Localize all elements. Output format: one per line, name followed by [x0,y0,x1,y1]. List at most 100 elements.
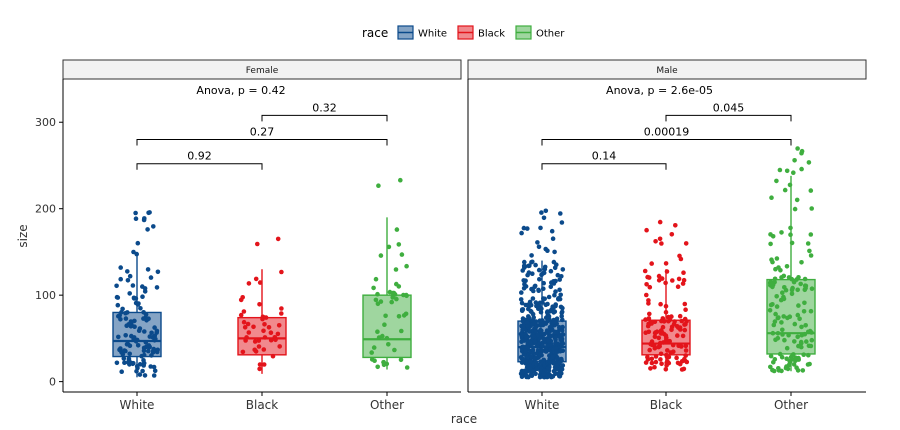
data-point [557,287,562,293]
data-point [546,294,552,300]
data-point [369,350,375,355]
data-point [151,373,157,378]
data-point [521,263,527,269]
points-black [642,219,690,372]
y-tick-label: 300 [35,116,56,129]
data-point [682,301,688,307]
data-point [783,287,789,293]
data-point [543,208,549,214]
data-point [552,265,558,271]
facet-strip [467,59,867,80]
data-point [277,344,283,349]
p-value-label: 0.92 [187,150,212,163]
data-point [796,275,801,280]
data-point [262,322,267,327]
data-point [770,367,775,373]
data-point [383,313,388,319]
data-point [795,334,800,340]
data-point [681,270,686,276]
data-point [147,334,153,339]
legend-item-white: White [397,25,447,40]
data-point [154,285,160,290]
data-point [151,346,156,352]
data-point [142,373,148,378]
data-point [392,347,397,353]
data-point [535,332,540,338]
p-value-label: 0.14 [592,150,617,163]
data-point [550,374,556,379]
data-point [519,290,524,295]
data-point [118,276,123,282]
data-point [663,303,669,309]
panel-male: Male Anova, p = 2.6e-05 0.14 0.00019 0.045 Wh… [467,59,867,412]
data-point [371,285,376,291]
data-point [768,232,773,237]
data-point [805,241,811,246]
data-point [683,241,689,246]
data-point [552,329,557,335]
data-point [794,197,800,203]
data-point [777,351,783,357]
data-point [658,357,663,362]
data-point [122,360,127,366]
data-point [533,300,539,305]
x-tick-label: Black [650,398,683,412]
data-point [550,354,555,360]
data-point [544,349,549,354]
data-point [119,369,124,375]
data-point [777,167,783,173]
data-point [682,356,687,362]
data-point [522,368,528,374]
data-point [795,312,801,318]
data-point [404,263,409,269]
data-point [527,366,533,371]
data-point [541,371,547,377]
data-point [538,309,544,315]
data-point [537,277,542,282]
data-point [680,333,686,339]
data-point [791,170,796,175]
data-point [279,269,284,275]
data-point [553,303,558,309]
data-point [531,315,536,320]
data-point [770,284,775,290]
data-point [141,316,146,321]
data-point [532,283,538,289]
data-point [649,261,654,266]
data-point [553,278,558,284]
data-point [120,352,126,357]
data-point [527,329,532,334]
data-point [149,353,154,358]
data-point [373,276,379,282]
data-point [256,338,262,343]
data-point [136,328,142,334]
data-point [257,280,263,285]
x-tick-label: Other [774,398,808,412]
data-point [657,219,663,225]
data-point [795,146,800,151]
data-point [800,368,806,373]
data-point [664,269,670,274]
data-point [677,313,683,319]
data-point [546,314,552,319]
data-point [552,318,557,324]
data-point [805,362,811,367]
data-point [669,232,675,237]
data-point [798,281,803,287]
data-point [799,260,804,265]
data-point [558,337,563,343]
data-point [261,328,266,334]
data-point [242,325,248,330]
data-point [523,348,528,354]
data-point [770,330,776,336]
data-point [276,323,282,328]
data-point [541,270,547,276]
data-point [656,344,661,350]
data-point [772,276,778,282]
data-point [679,318,684,324]
data-point [789,276,795,282]
p-value-label: 0.27 [250,126,275,139]
data-point [674,355,679,361]
data-point [548,268,554,274]
data-point [521,324,527,330]
